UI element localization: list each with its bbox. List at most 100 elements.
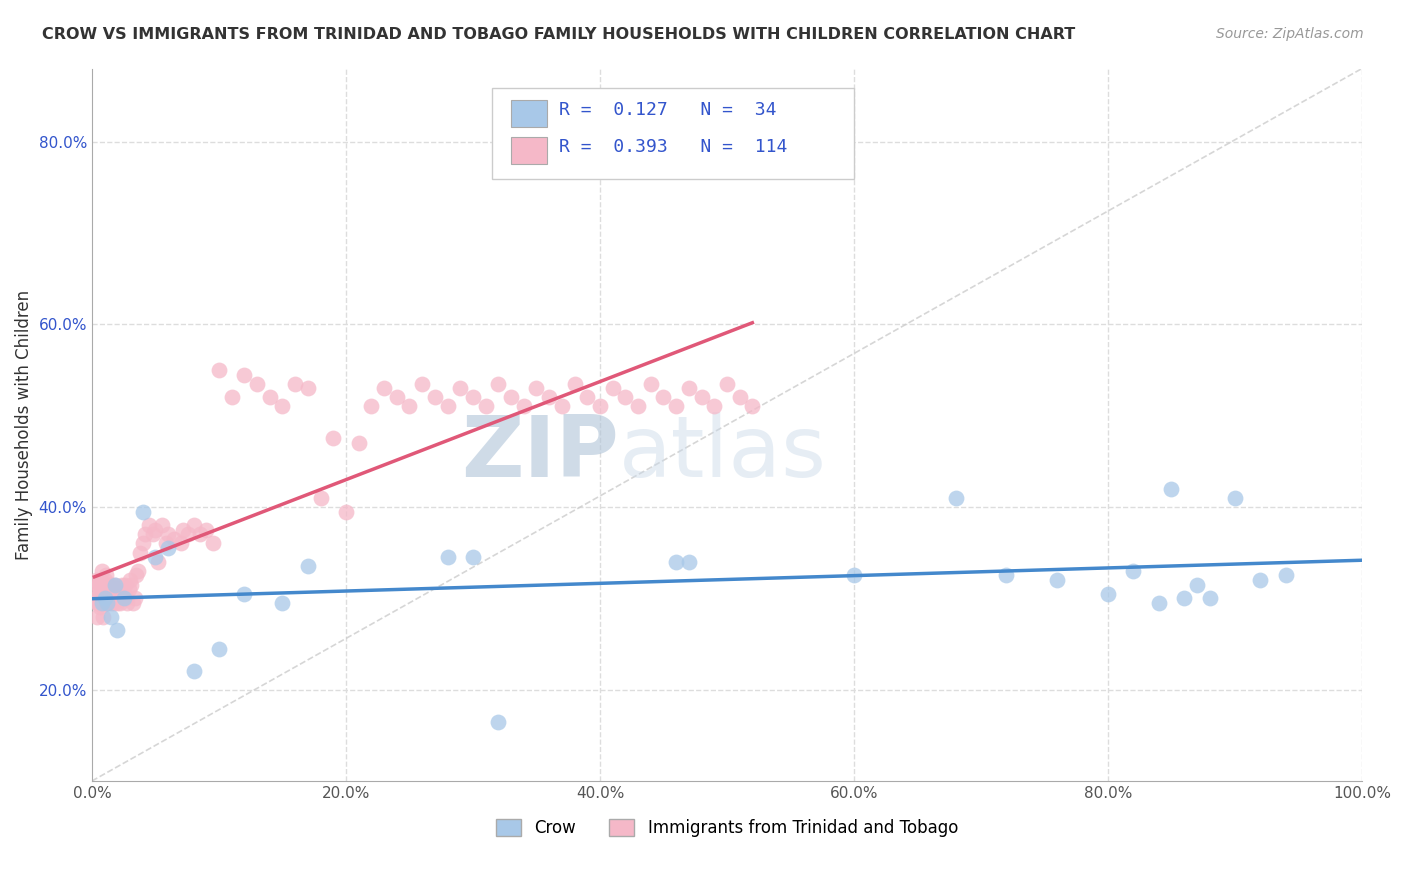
Point [112,591,135,606]
Point [91,596,114,610]
Point [678,555,700,569]
Point [84,573,107,587]
Point [108,596,131,610]
Point [398,400,420,414]
Point [107,587,129,601]
Point [271,400,294,414]
Point [499,390,522,404]
Point [1198,591,1220,606]
Point [1097,587,1119,601]
Point [86,596,108,610]
FancyBboxPatch shape [510,136,547,164]
Point [1046,573,1069,587]
Point [110,591,132,606]
Point [96,596,118,610]
Point [163,532,186,546]
Text: CROW VS IMMIGRANTS FROM TRINIDAD AND TOBAGO FAMILY HOUSEHOLDS WITH CHILDREN CORR: CROW VS IMMIGRANTS FROM TRINIDAD AND TOB… [42,27,1076,42]
Text: R =  0.127   N =  34: R = 0.127 N = 34 [560,101,776,119]
Point [87,596,110,610]
Point [602,381,624,395]
Point [741,400,763,414]
Point [195,523,218,537]
Point [142,527,165,541]
Point [120,577,142,591]
Point [103,587,125,601]
Point [118,573,141,587]
Point [83,582,105,596]
Point [347,436,370,450]
Text: Source: ZipAtlas.com: Source: ZipAtlas.com [1216,27,1364,41]
Point [118,582,141,596]
Point [115,591,138,606]
Point [474,400,496,414]
Point [105,596,128,610]
Point [117,596,139,610]
Point [564,376,586,391]
Point [157,527,180,541]
Point [146,555,169,569]
Point [385,390,408,404]
Point [201,536,224,550]
Point [322,432,344,446]
Point [461,390,484,404]
Point [100,609,122,624]
Point [101,582,124,596]
Point [842,568,865,582]
Point [183,518,205,533]
Text: ZIP: ZIP [461,412,619,495]
Point [90,596,112,610]
Point [84,591,107,606]
Point [93,609,115,624]
Point [104,577,127,591]
Point [411,376,433,391]
Point [134,527,156,541]
Point [208,641,231,656]
Point [995,568,1018,582]
Point [259,390,281,404]
Point [105,624,128,638]
Point [94,568,117,582]
Point [89,577,111,591]
Point [423,390,446,404]
Point [87,577,110,591]
Point [678,381,700,395]
Point [461,550,484,565]
Point [208,363,231,377]
Point [93,587,115,601]
Point [96,577,118,591]
Point [221,390,243,404]
Point [138,518,160,533]
Point [297,381,319,395]
Point [86,609,108,624]
Point [1173,591,1195,606]
Point [121,596,143,610]
Point [233,587,256,601]
Point [100,591,122,606]
Point [114,577,136,591]
Point [111,577,134,591]
Point [129,546,152,560]
Point [627,400,650,414]
FancyBboxPatch shape [510,100,547,127]
Point [188,527,211,541]
Point [104,577,127,591]
Point [94,596,117,610]
Point [526,381,548,395]
Point [271,596,294,610]
Point [145,550,167,565]
Point [309,491,332,505]
Point [97,587,120,601]
Point [93,573,115,587]
Point [150,518,173,533]
Point [373,381,395,395]
Text: R =  0.393   N =  114: R = 0.393 N = 114 [560,138,787,156]
Point [91,596,114,610]
Point [576,390,599,404]
Point [103,596,125,610]
Point [703,400,725,414]
Point [449,381,471,395]
Point [93,582,115,596]
Point [87,591,110,606]
Point [589,400,612,414]
Point [89,600,111,615]
